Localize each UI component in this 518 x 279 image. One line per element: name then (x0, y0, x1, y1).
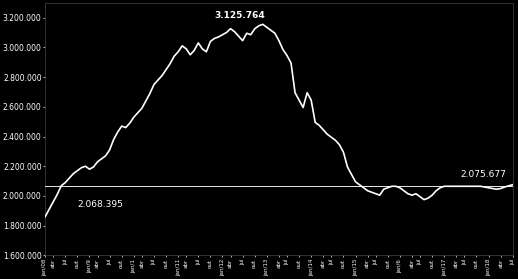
Text: 2.068.395: 2.068.395 (77, 200, 123, 209)
Text: 3.125.764: 3.125.764 (214, 11, 265, 20)
Text: 2.075.677: 2.075.677 (461, 170, 506, 179)
